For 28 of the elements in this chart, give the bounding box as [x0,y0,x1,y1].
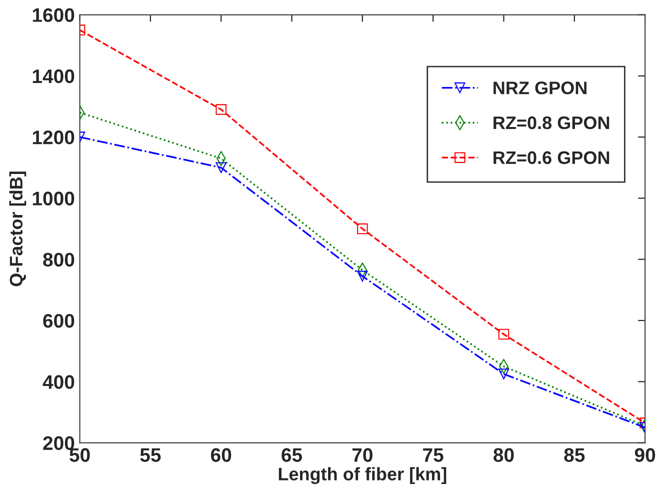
legend-label: NRZ GPON [494,82,586,94]
point [357,223,368,234]
point [357,270,368,282]
y-tick-label: 200 [43,436,74,450]
x-tick-label: 65 [282,448,302,462]
y-tick-label: 400 [42,375,74,389]
y-tick-label: 600 [43,314,74,328]
x-tick-label: 90 [634,448,656,462]
y-axis-title: Q-Factor [dB] [9,172,26,286]
point [216,104,226,115]
point [498,368,510,380]
x-tick-label: 50 [70,448,90,462]
legend-label: RZ=0.6 GPON [494,151,610,164]
x-tick-label: 60 [211,448,232,462]
x-tick-label: 70 [352,448,372,462]
x-axis-title: Length of fiber [km] [278,467,446,484]
x-tick-label: 55 [140,448,161,462]
point [498,328,510,340]
legend-label: RZ=0.8 GPON [494,116,610,130]
x-tick-label: 85 [564,448,585,462]
point [216,162,226,174]
y-tick-label: 1400 [32,69,74,84]
x-tick-label: 80 [494,448,514,462]
y-tick-label: 800 [43,252,74,267]
y-tick-label: 1600 [32,8,74,22]
y-tick-label: 1200 [32,130,74,144]
x-tick-label: 75 [423,448,444,462]
y-tick-label: 1000 [32,192,74,206]
